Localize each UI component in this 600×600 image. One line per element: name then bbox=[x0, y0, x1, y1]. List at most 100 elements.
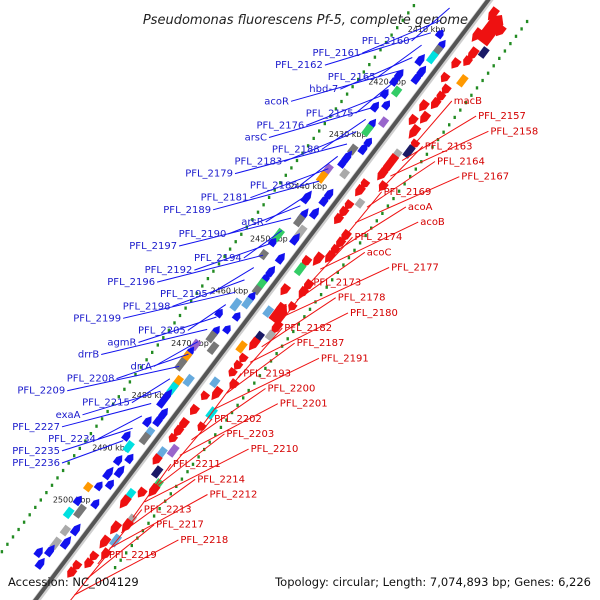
tick-mark bbox=[11, 535, 15, 539]
leader-line-left bbox=[299, 155, 339, 187]
gene-features bbox=[33, 6, 507, 578]
tick-mark bbox=[178, 313, 182, 318]
tick-mark bbox=[253, 381, 256, 385]
leader-line-left bbox=[187, 304, 227, 331]
tick-mark bbox=[273, 188, 276, 192]
tick-mark bbox=[156, 343, 159, 347]
gene-block bbox=[138, 431, 152, 446]
gene-label-left: PFL_2209 bbox=[17, 386, 65, 397]
leader-line-left bbox=[243, 230, 283, 259]
tick-mark bbox=[351, 85, 354, 89]
gene-arrow bbox=[168, 432, 179, 443]
tick-mark bbox=[234, 240, 237, 244]
tick-mark bbox=[295, 158, 299, 163]
gene-arrow bbox=[289, 233, 300, 246]
gene-label-right: PFL_2178 bbox=[338, 293, 386, 304]
kbp-label: 2470 kbp bbox=[171, 339, 209, 348]
gene-arrow bbox=[408, 123, 422, 139]
leader-line-left bbox=[67, 365, 180, 392]
leader-line-right bbox=[144, 448, 249, 503]
gene-arrow bbox=[112, 455, 123, 467]
leader-line-right bbox=[401, 115, 477, 162]
gene-arrow bbox=[355, 183, 366, 197]
gene-label-right: PFL_2158 bbox=[490, 126, 538, 137]
tick-mark bbox=[425, 152, 429, 156]
gene-block bbox=[425, 50, 439, 65]
tick-mark bbox=[256, 210, 260, 214]
tick-mark bbox=[347, 256, 351, 260]
leader-line-right bbox=[85, 524, 155, 580]
gene-block bbox=[292, 213, 306, 228]
tick-mark bbox=[353, 248, 356, 252]
leader-line-left bbox=[61, 427, 133, 452]
gene-arrow bbox=[124, 453, 134, 465]
tick-mark bbox=[331, 278, 334, 282]
tick-mark bbox=[117, 395, 120, 399]
leader-line-left bbox=[97, 415, 143, 440]
gene-arrow bbox=[200, 390, 211, 401]
tick-mark bbox=[56, 476, 59, 480]
leader-line-right bbox=[308, 236, 353, 286]
leader-line-left bbox=[234, 143, 348, 175]
kbp-label: 2430 kbp bbox=[329, 130, 367, 139]
tick-mark bbox=[486, 71, 490, 75]
tick-mark bbox=[336, 270, 339, 274]
tick-mark bbox=[409, 174, 412, 179]
gene-arrow bbox=[344, 199, 355, 210]
gene-label-right: PFL_2200 bbox=[268, 384, 316, 395]
gene-label-right: PFL_2202 bbox=[214, 414, 262, 425]
tick-mark bbox=[50, 483, 54, 487]
leader-line-left bbox=[268, 106, 376, 138]
gene-arrow bbox=[337, 158, 347, 169]
gene-arrow bbox=[308, 207, 320, 220]
tick-mark bbox=[292, 329, 295, 334]
tick-mark bbox=[525, 19, 529, 24]
gene-label-right: PFL_2201 bbox=[280, 399, 328, 410]
gene-arrow bbox=[312, 251, 325, 266]
gene-label-left: acoR bbox=[264, 96, 289, 107]
leader-line-left bbox=[178, 217, 292, 247]
leader-line-right bbox=[273, 282, 312, 332]
gene-arrow bbox=[436, 90, 447, 102]
gene-label-left: PFL_2161 bbox=[312, 48, 360, 59]
gene-arrow bbox=[152, 453, 163, 465]
tick-mark bbox=[17, 527, 20, 532]
kbp-label: 2420 kbp bbox=[368, 78, 406, 87]
tick-mark bbox=[375, 219, 378, 223]
tick-mark bbox=[453, 115, 456, 119]
tick-mark bbox=[28, 513, 31, 517]
leader-line-right bbox=[202, 373, 242, 425]
tick-mark bbox=[275, 352, 278, 356]
tick-mark bbox=[158, 507, 161, 511]
tick-mark bbox=[323, 122, 326, 126]
gene-arrow bbox=[301, 254, 313, 267]
gene-arrow bbox=[381, 100, 391, 111]
gene-arrow bbox=[99, 534, 112, 549]
tick-mark bbox=[141, 529, 145, 533]
gene-label-right: PFL_2187 bbox=[297, 338, 345, 349]
leader-line-left bbox=[212, 180, 320, 211]
tick-mark bbox=[448, 123, 451, 127]
gene-label-right: macB bbox=[454, 96, 482, 107]
gene-label-right: PFL_2167 bbox=[461, 172, 509, 183]
tick-mark bbox=[334, 107, 338, 111]
tick-mark bbox=[184, 306, 187, 310]
gene-block bbox=[166, 443, 180, 458]
tick-mark bbox=[175, 484, 178, 488]
gene-label-right: PFL_2163 bbox=[425, 141, 473, 152]
tick-mark bbox=[212, 269, 215, 273]
gene-label-left: exaA bbox=[56, 410, 81, 421]
tick-mark bbox=[240, 232, 243, 236]
leader-line-left bbox=[131, 378, 171, 404]
tick-mark bbox=[73, 454, 76, 458]
tick-mark bbox=[267, 195, 271, 199]
gene-arrow bbox=[156, 396, 167, 409]
tick-mark bbox=[475, 86, 479, 90]
gene-arrow bbox=[274, 252, 285, 265]
tick-mark bbox=[119, 558, 122, 562]
gene-arrow bbox=[121, 518, 134, 533]
tick-mark bbox=[342, 263, 345, 267]
gene-label-left: PFL_2208 bbox=[67, 374, 115, 385]
leader-line-left bbox=[290, 69, 404, 102]
gene-arrow bbox=[336, 236, 347, 249]
